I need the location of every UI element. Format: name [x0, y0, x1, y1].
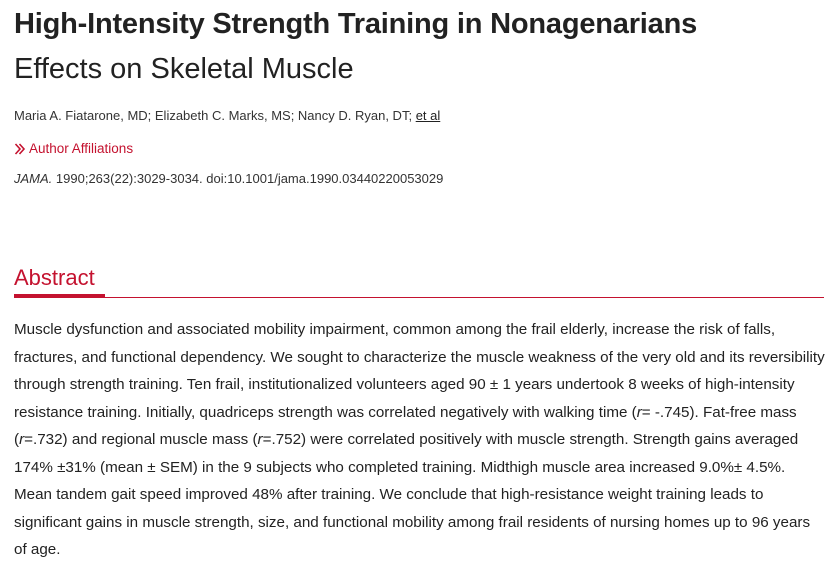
abstract-text-part-4: =.752) were correlated positively with m… — [14, 431, 811, 558]
citation-journal: JAMA. — [14, 171, 53, 186]
abstract-text-part-2: = -.745). Fat-free mass ( — [14, 403, 797, 449]
author-list: Maria A. Fiatarone, MD; Elizabeth C. Mar… — [14, 108, 440, 123]
abstract-divider — [14, 297, 824, 298]
abstract-text: Muscle dysfunction and associated mobili… — [14, 316, 826, 564]
abstract-heading-underline — [14, 294, 105, 298]
et-al-link[interactable]: et al — [415, 108, 441, 123]
correlation-var-1: r — [636, 403, 642, 421]
correlation-var-2: r — [19, 431, 25, 448]
abstract-heading: Abstract — [14, 265, 95, 290]
citation-details: 1990;263(22):3029-3034. doi:10.1001/jama… — [52, 171, 444, 186]
author-affiliations-label: Author Affiliations — [29, 141, 134, 156]
chevron-right-double-icon — [14, 142, 26, 155]
article-subtitle: Effects on Skeletal Muscle — [14, 53, 354, 85]
article-title: High-Intensity Strength Training in Nona… — [14, 8, 698, 40]
author-affiliations-toggle[interactable]: Author Affiliations — [14, 141, 133, 156]
author-names: Maria A. Fiatarone, MD; Elizabeth C. Mar… — [14, 108, 416, 123]
abstract-text-part-1: Muscle dysfunction and associated mobili… — [14, 321, 825, 421]
citation: JAMA. 1990;263(22):3029-3034. doi:10.100… — [14, 171, 443, 186]
abstract-text-part-3: =.732) and regional muscle mass ( — [24, 431, 258, 448]
correlation-var-3: r — [257, 431, 263, 448]
